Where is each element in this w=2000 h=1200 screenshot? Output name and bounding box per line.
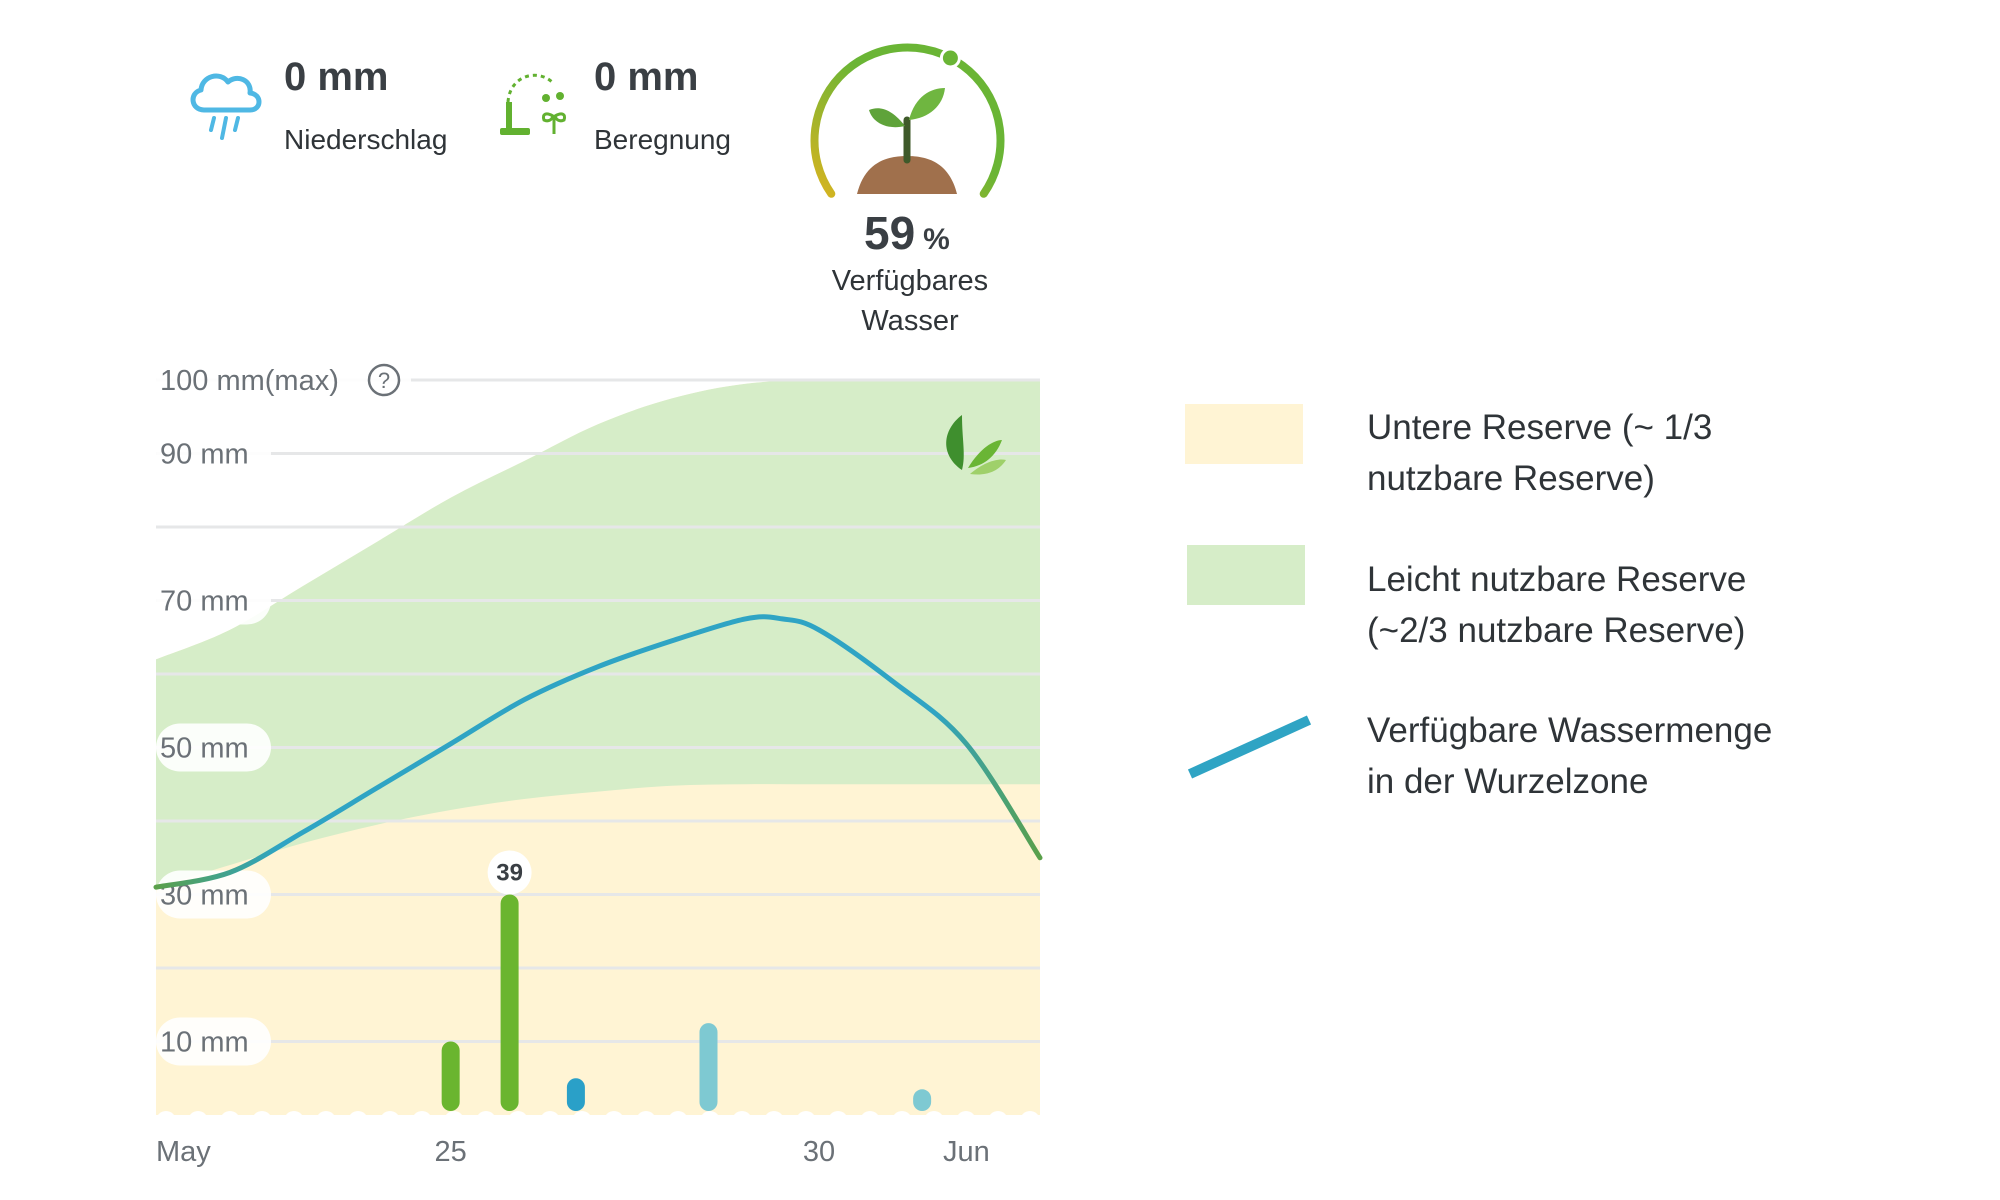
axis-scallop [156,1111,176,1131]
easy-reserve-area [156,379,1040,888]
axis-scallop [316,1111,336,1131]
x-tick-label: 30 [803,1136,835,1168]
x-tick-label: May [156,1136,211,1168]
precipitation-value: 0 mm [284,55,389,99]
axis-scallop [476,1111,496,1131]
axis-scallop [508,1111,528,1131]
x-tick-label: 25 [435,1136,467,1168]
y-tick-label: 100 mm(max) [160,365,339,397]
gauge-percent: 59% [864,206,950,260]
x-tick-label: Jun [943,1136,990,1168]
axis-scallop [860,1111,880,1131]
gauge-percent-value: 59 [864,207,916,259]
bar-label: 39 [496,860,523,887]
axis-scallop [956,1111,976,1131]
axis-scallop [252,1111,272,1131]
axis-scallop [380,1111,400,1131]
gauge-label-line2: Wasser [861,305,959,337]
axis-scallop [188,1111,208,1131]
help-icon [367,363,401,397]
leaf-logo-icon [946,415,1006,475]
gauge-label: Verfügbares Wasser [780,261,1040,341]
axis-scallop [764,1111,784,1131]
available-water-line [153,614,1043,890]
sprinkler-icon [500,73,566,135]
bar-irrigation [441,1041,460,1111]
gauge-label-line1: Verfügbares [831,265,989,297]
y-tick-pill [156,429,271,478]
legend-line-available-water [1187,715,1312,779]
y-tick-pill [156,723,271,772]
axis-scallop [540,1111,560,1131]
axis-scallop [828,1111,848,1131]
y-tick-label: 50 mm [160,733,249,765]
axis-scallop [1020,1111,1040,1131]
axis-scallop [796,1111,816,1131]
bar-rain [566,1078,585,1111]
axis-scallop [636,1111,656,1131]
bar-label-bubble [487,850,532,895]
help-icon-glyph: ? [378,368,390,393]
axis-scallop [412,1111,432,1131]
bar-irrigation [500,894,519,1111]
gauge-percent-unit: % [923,223,950,256]
axis-scallop [988,1111,1008,1131]
legend-swatch-easy-reserve [1187,545,1305,605]
legend-label-lower-reserve: Untere Reserve (~ 1/3 nutzbare Reserve) [1367,408,1713,498]
irrigation-value: 0 mm [594,55,699,99]
axis-scallop [700,1111,720,1131]
y-tick-label: 70 mm [160,586,249,618]
axis-scallop [604,1111,624,1131]
y-tick-pill [156,1017,271,1066]
y-tick-pill [156,576,271,625]
axis-scallop [348,1111,368,1131]
gauge-ring [810,43,1005,198]
legend-label-easy-reserve: Leicht nutzbare Reserve (~2/3 nutzbare R… [1367,560,1747,650]
y-tick-pill [156,356,411,404]
bar-rain [699,1023,718,1111]
axis-scallop [220,1111,240,1131]
above-capacity-area [156,370,1040,660]
irrigation-label: Beregnung [594,124,732,155]
gauge-arc [810,43,1005,198]
axis-scallop [572,1111,592,1131]
axis-scallop [668,1111,688,1131]
axis-scallop [444,1111,464,1131]
axis-scallop [284,1111,304,1131]
legend-label-available-water: Verfügbare Wassermenge in der Wurzelzone [1367,711,1773,801]
rain-cloud-icon [190,73,262,140]
axis-scallop [924,1111,944,1131]
bar-rain [913,1089,932,1111]
axis-scallop [892,1111,912,1131]
gauge-level-dot [939,47,961,69]
axis-scallop [732,1111,752,1131]
seedling-icon [857,88,957,194]
legend-swatch-lower-reserve [1185,404,1303,464]
precipitation-label: Niederschlag [284,124,448,155]
y-tick-label: 90 mm [160,439,249,471]
y-tick-label: 10 mm [160,1027,249,1059]
